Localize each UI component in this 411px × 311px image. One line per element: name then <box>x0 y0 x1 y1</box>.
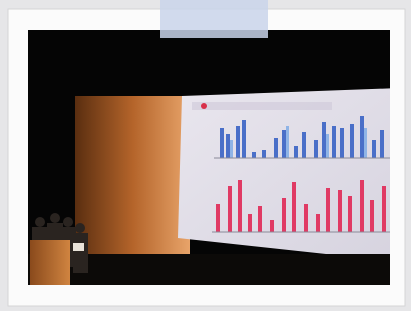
page: (() => { const data = JSON.parse(documen… <box>0 0 411 311</box>
slide-title <box>192 102 332 110</box>
paper <box>73 243 84 251</box>
slide-bullet <box>201 103 207 109</box>
projection-screen <box>178 88 400 262</box>
podium <box>30 240 70 285</box>
stage-wall <box>75 96 190 254</box>
photo-mount <box>0 0 411 311</box>
tape <box>160 0 268 38</box>
photo <box>28 30 400 285</box>
